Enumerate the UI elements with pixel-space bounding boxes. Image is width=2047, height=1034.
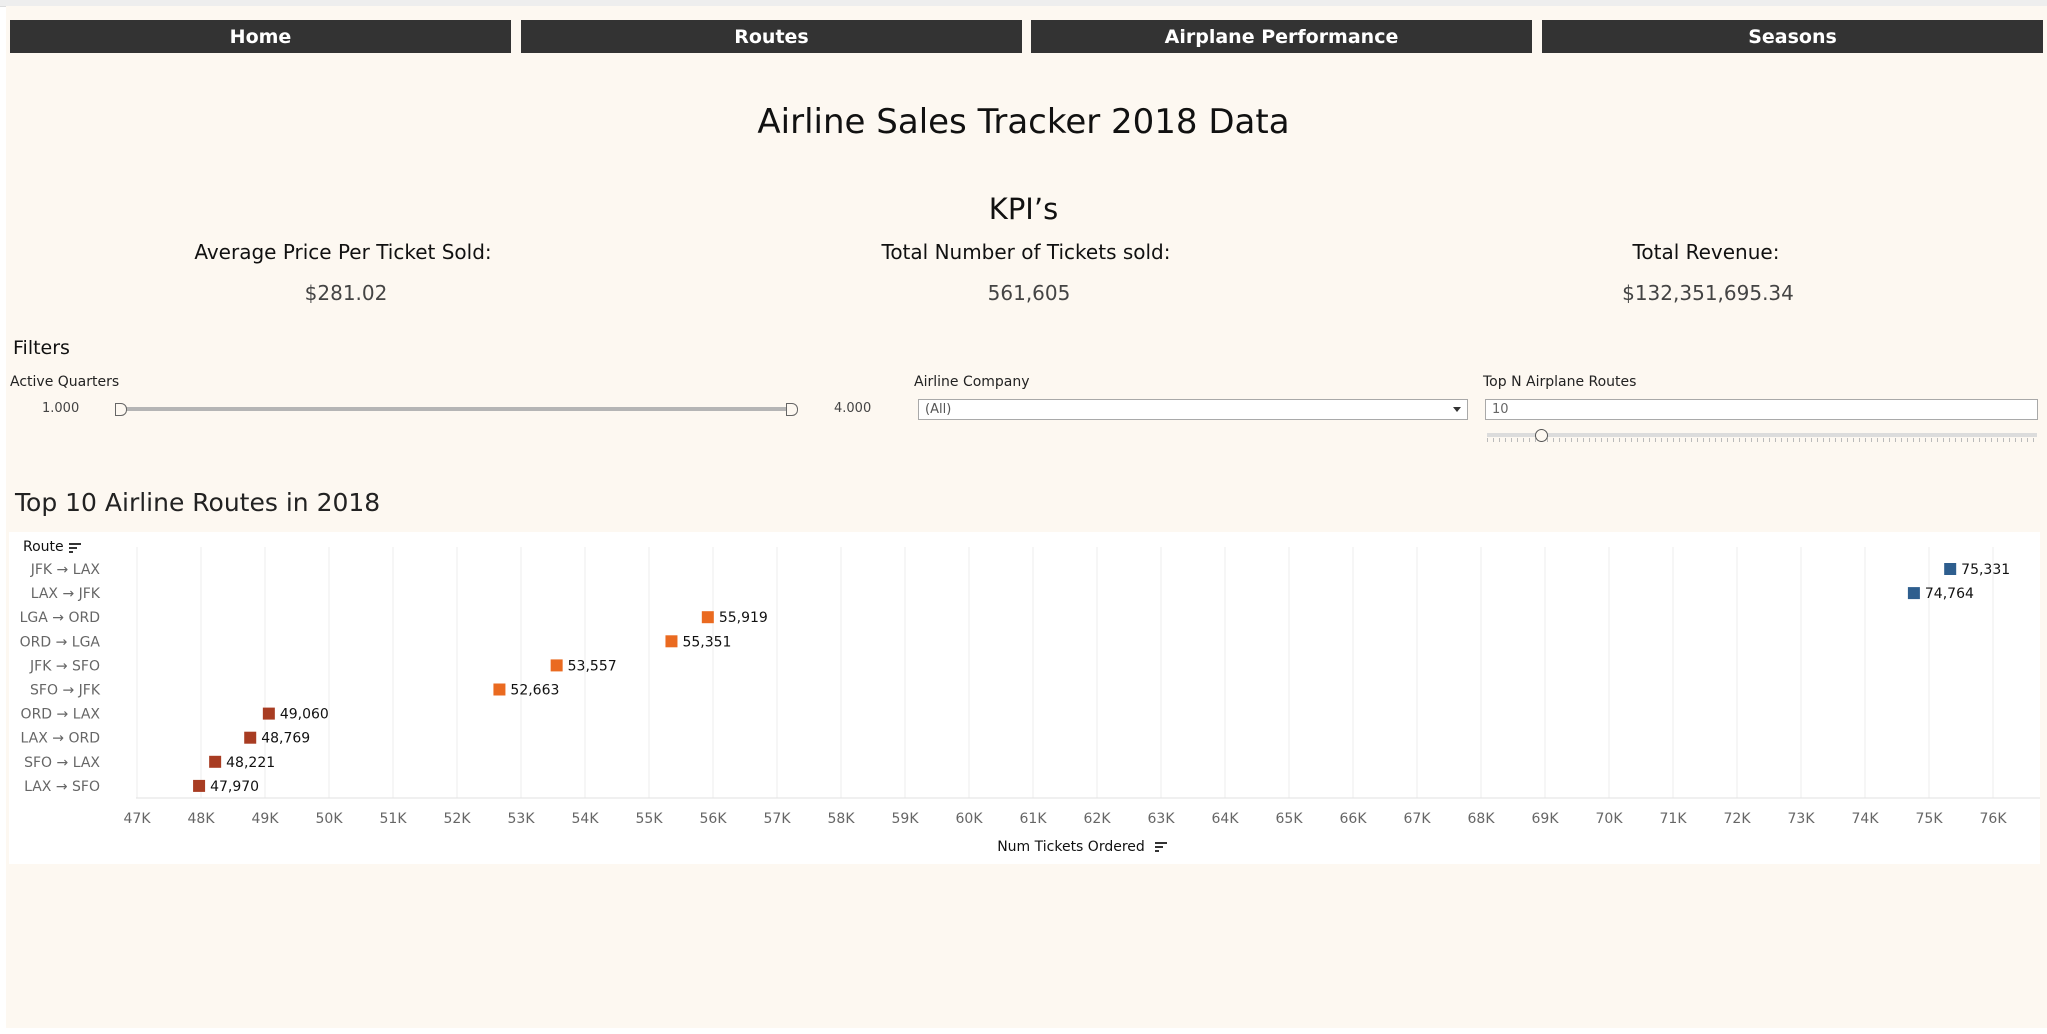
- data-label: 49,060: [280, 707, 329, 723]
- active-quarters-min-value: 1.000: [42, 401, 80, 416]
- x-tick-label: 56K: [700, 811, 728, 827]
- active-quarters-max-value: 4.000: [834, 401, 872, 416]
- data-point[interactable]: [1907, 587, 1920, 600]
- x-tick-label: 64K: [1212, 811, 1240, 827]
- filters-heading: Filters: [13, 337, 70, 359]
- kpi-total-revenue-value: $132,351,695.34: [1622, 281, 1794, 305]
- y-axis-title: Route: [23, 539, 64, 555]
- kpi-avg-price-value: $281.02: [304, 281, 388, 305]
- x-tick-label: 63K: [1148, 811, 1176, 827]
- airline-company-selected: (All): [925, 402, 952, 417]
- kpi-avg-price-label: Average Price Per Ticket Sold:: [194, 240, 492, 264]
- route-category-label: LGA → ORD: [20, 610, 100, 626]
- data-label: 74,764: [1925, 586, 1974, 602]
- airline-company-label: Airline Company: [914, 374, 1030, 390]
- x-tick-label: 67K: [1404, 811, 1432, 827]
- data-label: 75,331: [1961, 562, 2010, 578]
- nav-seasons-button[interactable]: Seasons: [1542, 20, 2043, 53]
- data-point[interactable]: [493, 683, 506, 696]
- airline-company-dropdown[interactable]: (All): [918, 399, 1468, 420]
- x-tick-label: 74K: [1852, 811, 1880, 827]
- kpi-total-revenue-label: Total Revenue:: [1632, 240, 1780, 264]
- dropdown-arrow-icon: [1453, 407, 1461, 412]
- top-n-routes-slider-track[interactable]: [1487, 433, 2037, 437]
- x-tick-label: 72K: [1724, 811, 1752, 827]
- data-label: 55,351: [682, 634, 731, 650]
- x-tick-label: 49K: [252, 811, 280, 827]
- active-quarters-min-handle[interactable]: [115, 403, 127, 416]
- x-tick-label: 58K: [828, 811, 856, 827]
- data-point[interactable]: [665, 635, 678, 648]
- x-tick-label: 75K: [1916, 811, 1944, 827]
- data-label: 48,221: [226, 755, 275, 771]
- x-tick-label: 68K: [1468, 811, 1496, 827]
- x-tick-label: 50K: [316, 811, 344, 827]
- route-category-label: JFK → LAX: [30, 562, 101, 578]
- top-n-routes-label: Top N Airplane Routes: [1483, 374, 1637, 390]
- data-point[interactable]: [262, 707, 275, 720]
- x-tick-label: 73K: [1788, 811, 1816, 827]
- x-tick-label: 65K: [1276, 811, 1304, 827]
- route-category-label: JFK → SFO: [29, 658, 100, 674]
- top-n-routes-input[interactable]: [1485, 399, 2038, 420]
- x-axis-title: Num Tickets Ordered: [997, 839, 1145, 855]
- route-category-label: ORD → LGA: [20, 634, 101, 650]
- x-tick-label: 54K: [572, 811, 600, 827]
- x-tick-label: 62K: [1084, 811, 1112, 827]
- nav-airplane-performance-button[interactable]: Airplane Performance: [1031, 20, 1532, 53]
- active-quarters-label: Active Quarters: [10, 374, 120, 390]
- x-tick-label: 52K: [444, 811, 472, 827]
- data-label: 52,663: [510, 683, 559, 699]
- data-point[interactable]: [550, 659, 563, 672]
- route-category-label: LAX → JFK: [31, 586, 101, 602]
- route-category-label: LAX → SFO: [24, 779, 100, 795]
- x-tick-label: 61K: [1020, 811, 1048, 827]
- top-n-routes-slider-ticks: [1487, 438, 2037, 442]
- data-label: 48,769: [261, 731, 310, 747]
- x-tick-label: 70K: [1596, 811, 1624, 827]
- top-n-routes-slider-handle[interactable]: [1535, 429, 1548, 442]
- x-tick-label: 53K: [508, 811, 536, 827]
- x-tick-label: 66K: [1340, 811, 1368, 827]
- kpi-heading: KPI’s: [988, 192, 1059, 226]
- x-tick-label: 60K: [956, 811, 984, 827]
- data-point[interactable]: [1944, 563, 1957, 575]
- data-label: 47,970: [210, 779, 259, 795]
- routes-chart: 47K 48K 49K 50K 51K 52K 53K 54K 55K 56K 57K 58K 59K 6…: [20, 539, 2040, 855]
- nav-routes-button[interactable]: Routes: [521, 20, 1022, 53]
- route-category-label: SFO → JFK: [30, 683, 101, 699]
- x-tick-label: 59K: [892, 811, 920, 827]
- route-category-label: SFO → LAX: [24, 755, 100, 771]
- page-title: Airline Sales Tracker 2018 Data: [757, 102, 1290, 142]
- data-point[interactable]: [244, 731, 257, 744]
- data-point[interactable]: [209, 755, 222, 768]
- x-tick-label: 57K: [764, 811, 792, 827]
- x-tick-label: 48K: [188, 811, 216, 827]
- x-tick-label: 55K: [636, 811, 664, 827]
- route-category-label: ORD → LAX: [21, 707, 101, 723]
- route-category-label: LAX → ORD: [21, 731, 100, 747]
- kpi-total-tickets-value: 561,605: [987, 281, 1071, 305]
- data-label: 53,557: [568, 658, 617, 674]
- data-point[interactable]: [701, 611, 714, 624]
- data-label: 55,919: [719, 610, 768, 626]
- chart-title: Top 10 Airline Routes in 2018: [15, 488, 381, 517]
- data-point[interactable]: [193, 779, 206, 792]
- x-tick-label: 69K: [1532, 811, 1560, 827]
- active-quarters-slider-track[interactable]: [120, 407, 794, 411]
- nav-home-button[interactable]: Home: [10, 20, 511, 53]
- x-tick-label: 51K: [380, 811, 408, 827]
- x-tick-label: 76K: [1980, 811, 2008, 827]
- active-quarters-max-handle[interactable]: [786, 403, 798, 416]
- x-tick-label: 47K: [124, 811, 152, 827]
- chart-panel: 47K 48K 49K 50K 51K 52K 53K 54K 55K 56K 57K 58K 59K 6…: [9, 532, 2040, 864]
- x-tick-label: 71K: [1660, 811, 1688, 827]
- kpi-total-tickets-label: Total Number of Tickets sold:: [881, 240, 1171, 264]
- dashboard-background: [6, 6, 2047, 1028]
